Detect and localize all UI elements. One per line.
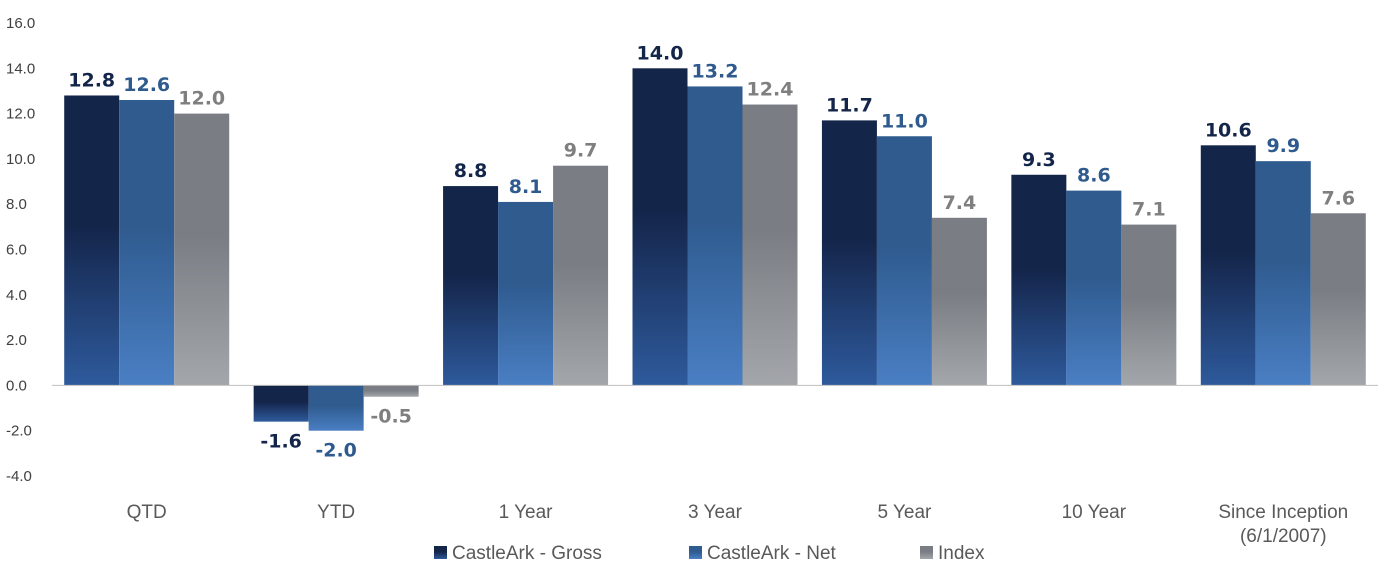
y-tick-label: -4.0: [6, 468, 32, 485]
data-label: 8.6: [1077, 165, 1111, 187]
y-tick-label: 10.0: [6, 151, 35, 168]
y-tick-label: 0.0: [6, 377, 27, 394]
data-label: 12.4: [747, 79, 794, 101]
y-tick-label: 6.0: [6, 242, 27, 259]
data-label: 10.6: [1205, 119, 1252, 141]
bar: [363, 385, 419, 397]
legend-swatch: [920, 546, 933, 559]
y-tick-label: -2.0: [6, 423, 32, 440]
bar: [1121, 224, 1177, 386]
category-label: 3 Year: [688, 502, 743, 523]
data-label: 12.8: [68, 69, 115, 91]
category-label: QTD: [127, 502, 167, 523]
category-label: 1 Year: [499, 502, 554, 523]
data-label: 11.0: [881, 110, 928, 132]
data-label: 7.4: [943, 192, 977, 214]
data-label: 11.7: [826, 94, 873, 116]
legend-label: CastleArk - Net: [707, 543, 837, 563]
bar: [931, 217, 987, 386]
bar: [632, 68, 688, 386]
bars-group: [64, 68, 1366, 431]
y-tick-label: 16.0: [6, 15, 35, 32]
bar: [1200, 145, 1256, 386]
bar: [1011, 174, 1067, 386]
category-label: Since Inception (6/1/2007): [1218, 502, 1348, 547]
category-label: 5 Year: [877, 502, 932, 523]
legend-swatch: [434, 546, 447, 559]
bar: [64, 95, 120, 386]
bar: [308, 385, 364, 431]
bar: [253, 385, 309, 422]
bar: [742, 104, 798, 386]
legend-label: CastleArk - Gross: [452, 543, 602, 563]
data-label: -2.0: [315, 440, 357, 462]
y-tick-label: 8.0: [6, 196, 27, 213]
bar: [1255, 161, 1311, 386]
data-label: 14.0: [637, 42, 684, 64]
legend-label: Index: [938, 543, 985, 563]
data-label: 12.0: [178, 88, 225, 110]
y-tick-label: 14.0: [6, 60, 35, 77]
data-label: 7.6: [1321, 187, 1355, 209]
bar: [821, 120, 877, 386]
data-labels-group: 12.8 12.6 12.0 -1.6 -2.0 -0.5 8.8 8.1 9.7 14.0 13.…: [68, 42, 1355, 461]
category-label: YTD: [317, 502, 355, 523]
legend-swatch: [689, 546, 702, 559]
bar: [1066, 190, 1122, 386]
bar: [553, 165, 609, 386]
y-tick-label: 12.0: [6, 106, 35, 123]
y-tick-label: 2.0: [6, 332, 27, 349]
legend: CastleArk - Gross CastleArk - Net Index: [434, 543, 985, 563]
bar: [876, 136, 932, 386]
bar: [687, 86, 743, 386]
category-label: 10 Year: [1062, 502, 1127, 523]
data-label: 7.1: [1132, 199, 1166, 221]
data-label: 9.9: [1266, 135, 1300, 157]
bar: [174, 113, 230, 386]
bar: [119, 100, 175, 386]
data-label: -1.6: [260, 431, 302, 453]
data-label: 12.6: [123, 74, 170, 96]
data-label: 8.8: [454, 160, 488, 182]
x-axis: QTD YTD 1 Year 3 Year 5 Year 10 Year Since Inc…: [127, 502, 1349, 547]
data-label: 9.3: [1022, 149, 1056, 171]
data-label: 13.2: [692, 60, 739, 82]
y-axis: -4.0 -2.0 0.0 2.0 4.0 6.0 8.0 10.0 12.0 14.0 16.0: [6, 15, 35, 485]
bar: [443, 186, 499, 386]
bar: [1310, 213, 1366, 386]
bar: [498, 201, 554, 386]
y-tick-label: 4.0: [6, 287, 27, 304]
data-label: -0.5: [370, 406, 412, 428]
data-label: 9.7: [564, 140, 598, 162]
data-label: 8.1: [509, 176, 543, 198]
